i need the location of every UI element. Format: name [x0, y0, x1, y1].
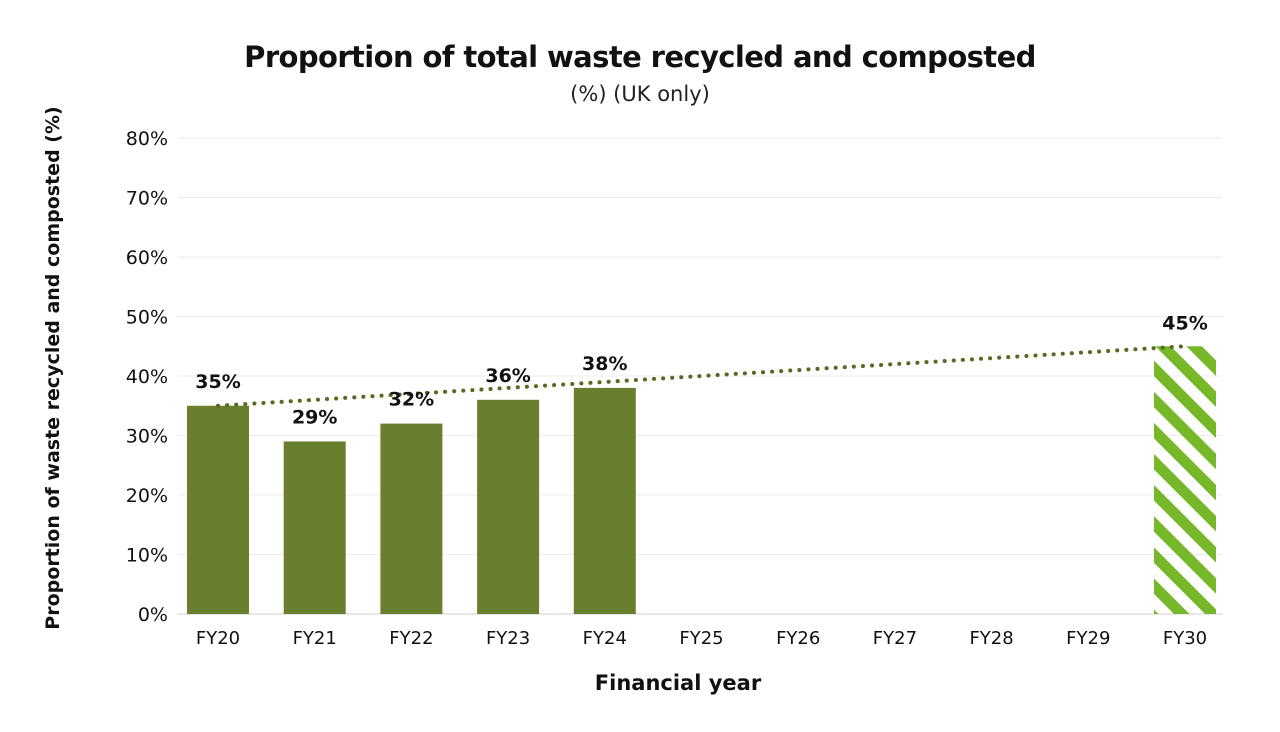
y-tick-label: 50%	[126, 307, 168, 329]
bar	[283, 441, 346, 614]
data-label: 35%	[195, 371, 240, 393]
y-axis-title: Proportion of waste recycled and compost…	[42, 106, 64, 629]
data-label: 36%	[485, 365, 530, 387]
x-tick-label: FY21	[293, 628, 337, 649]
x-tick-label: FY25	[679, 628, 723, 649]
bar	[573, 387, 636, 614]
x-tick-label: FY29	[1066, 628, 1110, 649]
x-tick-label: FY30	[1163, 628, 1207, 649]
x-tick-label: FY28	[969, 628, 1013, 649]
bar	[380, 423, 443, 614]
y-tick-label: 60%	[126, 247, 168, 269]
y-tick-label: 80%	[126, 128, 168, 150]
chart-subtitle: (%) (UK only)	[570, 82, 710, 106]
chart-title: Proportion of total waste recycled and c…	[244, 40, 1036, 74]
y-tick-label: 0%	[138, 604, 168, 626]
data-label: 32%	[389, 389, 434, 411]
data-label: 38%	[582, 353, 627, 375]
x-axis-title: Financial year	[595, 671, 762, 695]
y-tick-label: 20%	[126, 485, 168, 507]
y-tick-label: 40%	[126, 366, 168, 388]
x-tick-label: FY23	[486, 628, 530, 649]
bar	[187, 405, 249, 614]
x-tick-label: FY26	[776, 628, 820, 649]
data-label: 45%	[1162, 312, 1207, 334]
x-tick-label: FY20	[196, 628, 240, 649]
y-tick-label: 70%	[126, 188, 168, 210]
x-tick-label: FY22	[389, 628, 433, 649]
data-label: 29%	[292, 406, 337, 428]
y-tick-label: 10%	[126, 545, 168, 567]
target-bar	[1154, 346, 1216, 614]
y-tick-label: 30%	[126, 426, 168, 448]
x-tick-label: FY27	[873, 628, 917, 649]
bar	[477, 399, 540, 614]
x-tick-label: FY24	[583, 628, 627, 649]
